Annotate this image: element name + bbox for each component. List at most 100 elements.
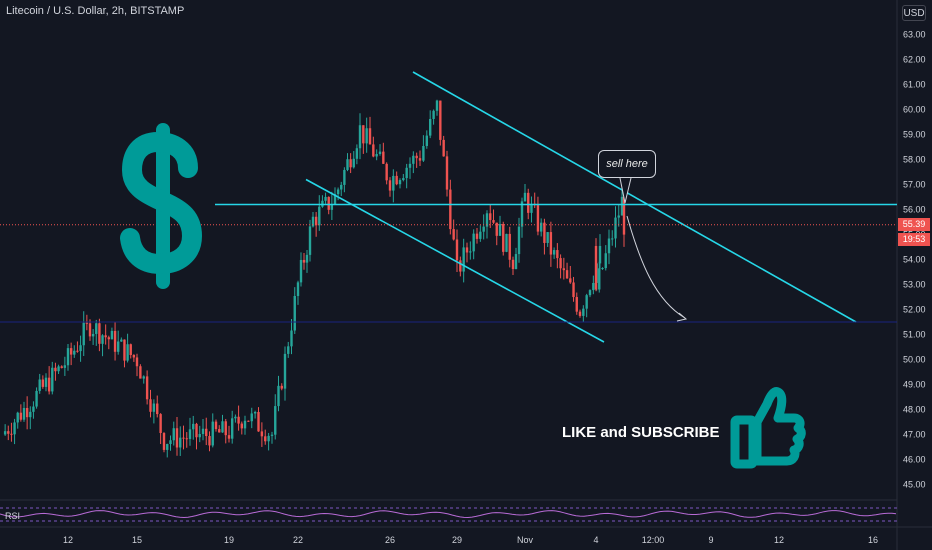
rsi-line	[0, 510, 897, 519]
candle-body	[76, 350, 79, 352]
candle-body	[234, 416, 237, 419]
candle-body	[192, 423, 195, 430]
candle-body	[594, 245, 598, 290]
candle-body	[117, 341, 120, 352]
candle-body	[19, 412, 23, 420]
candle-body	[449, 189, 452, 230]
candle-body	[617, 215, 620, 218]
price-tick-label: 56.00	[903, 205, 926, 215]
rsi-label[interactable]: RSI	[5, 511, 21, 521]
candle-body	[270, 434, 274, 436]
candle-body	[475, 233, 479, 239]
candle-body	[296, 282, 300, 296]
candle-body	[355, 148, 359, 159]
candle-body	[142, 376, 145, 379]
time-tick-label: 12:00	[642, 535, 665, 545]
candle-body	[264, 436, 267, 442]
candle-body	[311, 216, 315, 227]
time-tick-label: 29	[452, 535, 462, 545]
candle-body	[415, 155, 418, 159]
candle-body	[305, 254, 309, 263]
candle-body	[469, 251, 472, 253]
currency-button[interactable]: USD	[902, 5, 926, 21]
candle-body	[455, 239, 459, 261]
candle-body	[604, 253, 607, 269]
candle-body	[214, 421, 218, 430]
candle-body	[211, 421, 214, 446]
candle-body	[479, 231, 482, 239]
candle-body	[3, 431, 7, 435]
time-tick-label: 12	[63, 535, 73, 545]
candle-body	[250, 413, 253, 422]
time-tick-label: 26	[385, 535, 395, 545]
price-tick-label: 51.00	[903, 330, 926, 340]
projection-arrow	[626, 215, 686, 319]
price-tick-label: 48.00	[903, 405, 926, 415]
candle-body	[349, 159, 352, 168]
candle-body	[569, 278, 572, 283]
candle-body	[388, 180, 392, 191]
price-tick-label: 45.00	[903, 480, 926, 490]
callout-pointer	[619, 177, 632, 204]
candle-body	[502, 224, 505, 252]
candle-body	[195, 423, 198, 438]
sell-here-callout: sell here	[598, 150, 656, 178]
time-axis[interactable]: 12 15 19 22 26 29 Nov 4 12:00 9 12 16	[63, 535, 878, 545]
candle-body	[25, 407, 29, 418]
thumbs-up-icon	[730, 387, 806, 469]
candle-body	[601, 268, 604, 270]
candle-body	[324, 196, 327, 201]
channel-upper-line[interactable]	[412, 71, 857, 323]
candle-body	[145, 376, 149, 400]
last-price-tag: 55.39	[898, 217, 930, 231]
candle-body	[398, 180, 402, 185]
candle-body	[60, 366, 63, 368]
candle-body	[88, 323, 92, 337]
candle-body	[63, 365, 67, 368]
candle-body	[201, 428, 205, 435]
candle-body	[283, 353, 287, 389]
candle-body	[598, 245, 602, 264]
candle-body	[368, 128, 372, 145]
candle-body	[435, 100, 439, 111]
candle-body	[392, 175, 395, 191]
candle-body	[54, 367, 57, 372]
candle-body	[166, 444, 169, 450]
candle-body	[408, 163, 412, 168]
candle-body	[149, 399, 152, 412]
candle-body	[227, 435, 231, 439]
candle-body	[110, 330, 114, 340]
candle-body	[280, 385, 283, 389]
channel-lower-line[interactable]	[305, 178, 605, 343]
candle-body	[562, 268, 566, 271]
candle-body	[22, 407, 26, 420]
candle-body	[552, 250, 556, 255]
candle-body	[333, 194, 337, 205]
candle-body	[260, 431, 264, 437]
candle-body	[274, 406, 277, 435]
candle-body	[101, 335, 104, 344]
candle-body	[556, 250, 559, 259]
time-tick-label: 19	[224, 535, 234, 545]
time-tick-label: 22	[293, 535, 303, 545]
candle-body	[267, 435, 270, 442]
candle-body	[536, 205, 540, 232]
candle-body	[38, 379, 41, 391]
time-tick-label: Nov	[517, 535, 534, 545]
candle-body	[277, 385, 280, 407]
candle-body	[505, 233, 508, 252]
dollar-sign-icon	[120, 123, 203, 289]
candle-body	[511, 259, 515, 270]
price-tick-label: 53.00	[903, 280, 926, 290]
candle-body	[123, 339, 126, 361]
candle-body	[224, 421, 227, 436]
candle-body	[47, 377, 51, 392]
candle-body	[113, 330, 117, 352]
candle-body	[69, 348, 73, 355]
like-subscribe-text: LIKE and SUBSCRIBE	[562, 424, 720, 441]
candle-body	[527, 192, 530, 213]
price-axis[interactable]: 45.00 46.00 47.00 48.00 49.00 50.00 51.00 52.00…	[903, 30, 926, 490]
candles	[3, 99, 626, 458]
candle-body	[452, 229, 455, 240]
